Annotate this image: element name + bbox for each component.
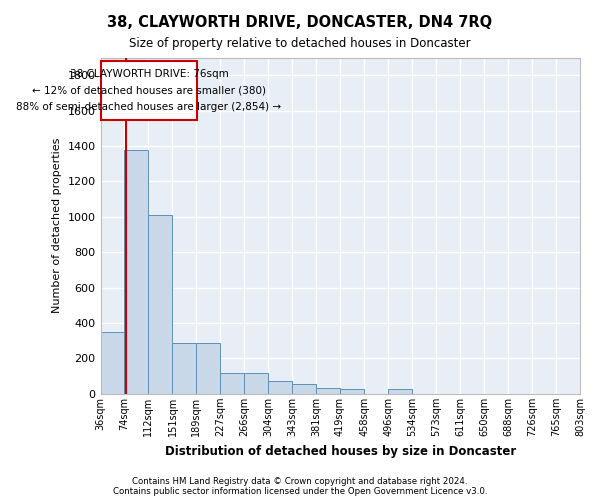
Text: 88% of semi-detached houses are larger (2,854) →: 88% of semi-detached houses are larger (…	[16, 102, 281, 112]
Text: 38 CLAYWORTH DRIVE: 76sqm: 38 CLAYWORTH DRIVE: 76sqm	[70, 70, 229, 80]
Bar	[268, 380, 292, 394]
Text: ← 12% of detached houses are smaller (380): ← 12% of detached houses are smaller (38…	[32, 86, 266, 96]
Bar	[124, 150, 148, 394]
Bar	[340, 390, 364, 394]
Bar	[101, 61, 197, 120]
Bar	[172, 344, 196, 394]
Bar	[388, 388, 412, 394]
Bar	[244, 372, 268, 394]
Text: Contains public sector information licensed under the Open Government Licence v3: Contains public sector information licen…	[113, 486, 487, 496]
Bar	[101, 332, 124, 394]
Text: 38, CLAYWORTH DRIVE, DONCASTER, DN4 7RQ: 38, CLAYWORTH DRIVE, DONCASTER, DN4 7RQ	[107, 15, 493, 30]
Bar	[220, 372, 244, 394]
Y-axis label: Number of detached properties: Number of detached properties	[52, 138, 62, 314]
Text: Size of property relative to detached houses in Doncaster: Size of property relative to detached ho…	[129, 38, 471, 51]
Text: Contains HM Land Registry data © Crown copyright and database right 2024.: Contains HM Land Registry data © Crown c…	[132, 477, 468, 486]
Bar	[148, 215, 172, 394]
Bar	[316, 388, 340, 394]
X-axis label: Distribution of detached houses by size in Doncaster: Distribution of detached houses by size …	[164, 444, 516, 458]
Bar	[196, 344, 220, 394]
Bar	[292, 384, 316, 394]
